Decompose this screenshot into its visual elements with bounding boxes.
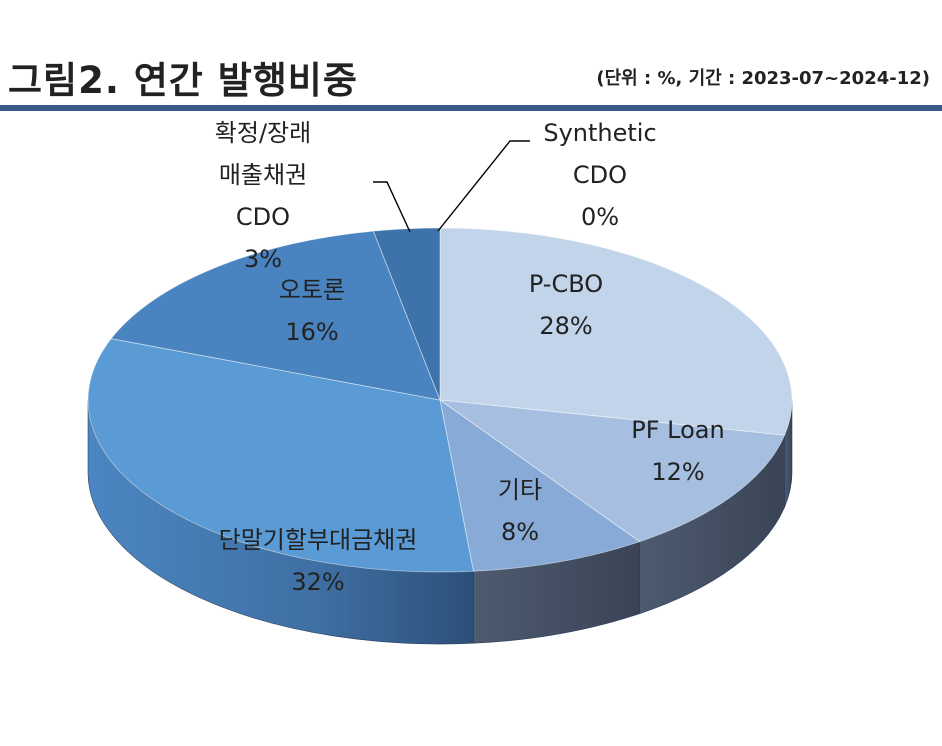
value-label-p-cbo: 28%: [539, 312, 592, 340]
category-label-확정-장래매출채권-cdo: 매출채권: [219, 161, 307, 189]
leader-line-synthetic-cdo: [437, 140, 530, 232]
category-label-오토론: 오토론: [279, 276, 345, 304]
value-label-단말기할부대금채권: 32%: [291, 568, 344, 596]
pie-slices: [87, 227, 793, 573]
value-label-synthetic-cdo: 0%: [581, 203, 619, 231]
slice-오토론: [110, 230, 441, 401]
category-label-pf-loan: PF Loan: [631, 416, 724, 444]
title-divider: [0, 105, 942, 111]
slice-pf-loan: [438, 399, 786, 543]
category-label-단말기할부대금채권: 단말기할부대금채권: [219, 526, 418, 554]
slice-단말기할부대금채권: [87, 338, 474, 573]
slice-labels: Synthetic CDO 0% P-CBO 28% PF Loan 12% 기타 8% 단말기할…: [215, 119, 725, 596]
category-label-기타: 기타: [498, 476, 542, 504]
category-label-synthetic-cdo: CDO: [573, 161, 627, 189]
pie-side-walls: [87, 399, 793, 645]
value-label-pf-loan: 12%: [651, 458, 704, 486]
slice-p-cbo: [439, 227, 793, 436]
leader-line-확정-장래매출채권-cdo: [373, 181, 411, 233]
category-label-확정-장래매출채권-cdo: CDO: [236, 203, 290, 231]
leader-lines: [373, 140, 530, 233]
category-label-synthetic-cdo: Synthetic: [543, 119, 656, 147]
chart-title: 그림2. 연간 발행비중: [8, 59, 358, 102]
value-label-확정-장래매출채권-cdo: 3%: [244, 245, 282, 273]
category-label-확정-장래매출채권-cdo: 확정/장래: [215, 119, 311, 147]
slice-기타: [439, 399, 641, 572]
value-label-기타: 8%: [501, 518, 539, 546]
unit-period-note: (단위 : %, 기간 : 2023-07~2024-12): [596, 68, 930, 89]
category-label-p-cbo: P-CBO: [529, 270, 603, 298]
value-label-오토론: 16%: [285, 318, 338, 346]
